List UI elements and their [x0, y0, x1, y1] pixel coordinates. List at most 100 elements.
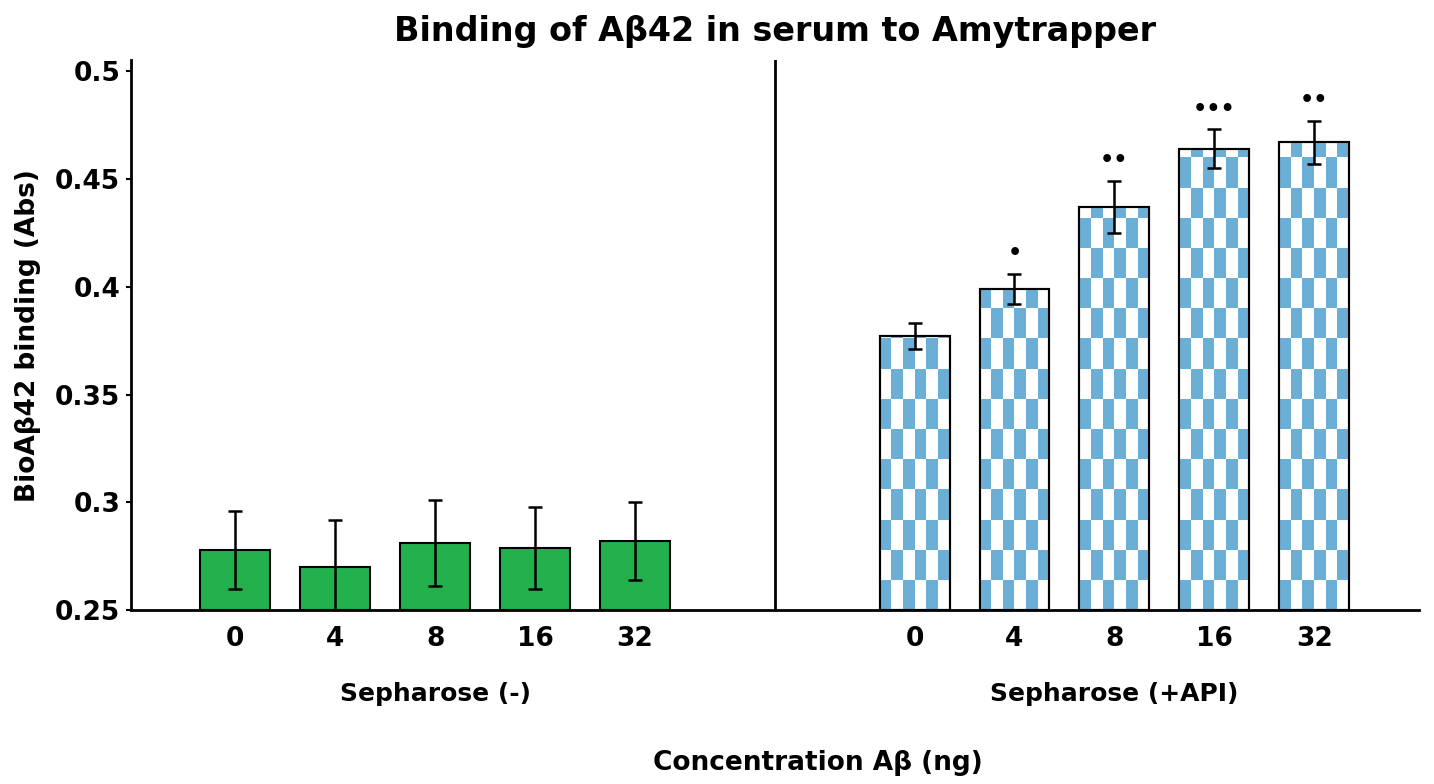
Bar	[1179, 158, 1192, 187]
Bar	[1091, 550, 1103, 580]
Bar	[979, 289, 991, 308]
Bar	[1080, 278, 1091, 308]
Bar	[926, 520, 938, 550]
Bar	[938, 368, 949, 399]
Bar	[879, 339, 892, 368]
Bar	[1179, 278, 1192, 308]
Bar	[1027, 580, 1038, 610]
Bar	[1126, 520, 1137, 550]
Bar	[1126, 278, 1137, 308]
Bar	[1279, 580, 1291, 610]
Bar	[1279, 339, 1291, 368]
Bar	[892, 489, 903, 520]
Bar	[1338, 143, 1349, 158]
Bar	[1137, 550, 1149, 580]
Bar	[1080, 207, 1149, 610]
Bar	[1302, 459, 1314, 489]
Bar	[979, 399, 991, 429]
Bar	[1080, 580, 1091, 610]
Bar	[1226, 459, 1238, 489]
Bar	[1326, 339, 1338, 368]
Bar	[1192, 308, 1203, 339]
Bar	[1179, 149, 1249, 610]
Bar	[1080, 207, 1149, 610]
Bar	[1314, 489, 1326, 520]
Text: Concentration Aβ (ng): Concentration Aβ (ng)	[652, 750, 982, 776]
Bar	[1203, 459, 1215, 489]
Bar	[1114, 550, 1126, 580]
Bar	[1203, 158, 1215, 187]
Bar	[1226, 218, 1238, 248]
Bar	[1080, 339, 1091, 368]
Bar	[1027, 459, 1038, 489]
Bar	[991, 429, 1002, 459]
Bar	[1291, 550, 1302, 580]
Bar	[1091, 429, 1103, 459]
Bar	[1192, 489, 1203, 520]
Text: Sepharose (+API): Sepharose (+API)	[991, 682, 1239, 706]
Bar	[1302, 218, 1314, 248]
Bar	[1014, 550, 1027, 580]
Bar	[1179, 580, 1192, 610]
Bar	[1126, 459, 1137, 489]
Bar	[1103, 580, 1114, 610]
Bar	[1302, 520, 1314, 550]
Bar	[1192, 149, 1203, 158]
Bar	[1215, 550, 1226, 580]
Bar	[1326, 399, 1338, 429]
Bar	[892, 429, 903, 459]
Bar	[1002, 289, 1014, 308]
Bar	[1002, 580, 1014, 610]
Bar	[1291, 143, 1302, 158]
Bar	[1091, 308, 1103, 339]
Bar	[1126, 339, 1137, 368]
Bar	[1014, 368, 1027, 399]
Bar	[400, 543, 470, 610]
Bar	[1238, 248, 1249, 278]
Bar	[1314, 248, 1326, 278]
Bar	[1291, 429, 1302, 459]
Bar	[903, 339, 915, 368]
Bar	[1126, 580, 1137, 610]
Bar	[1238, 308, 1249, 339]
Bar	[903, 399, 915, 429]
Bar	[1314, 368, 1326, 399]
Bar	[1137, 368, 1149, 399]
Bar	[1179, 218, 1192, 248]
Bar	[1192, 248, 1203, 278]
Bar	[1238, 187, 1249, 218]
Bar	[926, 459, 938, 489]
Bar	[915, 336, 926, 339]
Bar	[903, 520, 915, 550]
Bar	[1192, 368, 1203, 399]
Bar	[1279, 218, 1291, 248]
Bar	[915, 550, 926, 580]
Y-axis label: BioAβ42 binding (Abs): BioAβ42 binding (Abs)	[14, 169, 42, 502]
Bar	[1103, 278, 1114, 308]
Bar	[915, 429, 926, 459]
Bar	[1114, 308, 1126, 339]
Bar	[1038, 429, 1050, 459]
Bar	[1226, 339, 1238, 368]
Bar	[979, 339, 991, 368]
Bar	[879, 580, 892, 610]
Bar	[1179, 459, 1192, 489]
Bar	[1080, 459, 1091, 489]
Text: •: •	[1007, 243, 1021, 263]
Bar	[879, 459, 892, 489]
Bar	[1215, 429, 1226, 459]
Bar	[1203, 520, 1215, 550]
Bar	[1279, 278, 1291, 308]
Bar	[1279, 399, 1291, 429]
Bar	[1279, 459, 1291, 489]
Bar	[979, 289, 1050, 610]
Bar	[1226, 520, 1238, 550]
Bar	[1179, 399, 1192, 429]
Bar	[1114, 368, 1126, 399]
Bar	[926, 339, 938, 368]
Bar	[1291, 489, 1302, 520]
Bar	[1238, 149, 1249, 158]
Bar	[938, 429, 949, 459]
Bar	[1114, 429, 1126, 459]
Bar	[1014, 489, 1027, 520]
